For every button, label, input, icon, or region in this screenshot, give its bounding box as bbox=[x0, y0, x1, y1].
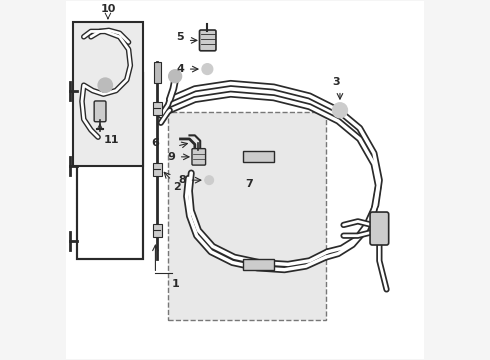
FancyBboxPatch shape bbox=[370, 212, 389, 245]
Text: 2: 2 bbox=[173, 182, 181, 192]
Bar bbox=[153, 102, 162, 115]
Text: 10: 10 bbox=[100, 4, 116, 14]
Bar bbox=[243, 152, 274, 162]
Bar bbox=[154, 62, 161, 84]
Text: 6: 6 bbox=[151, 138, 159, 148]
Bar bbox=[153, 224, 162, 237]
Bar bbox=[76, 73, 143, 259]
Circle shape bbox=[205, 176, 214, 184]
Bar bbox=[76, 73, 143, 259]
Text: 7: 7 bbox=[245, 179, 253, 189]
Text: 5: 5 bbox=[176, 32, 184, 42]
Bar bbox=[153, 163, 162, 176]
Text: 9: 9 bbox=[167, 152, 175, 162]
Bar bbox=[73, 22, 143, 166]
Bar bbox=[243, 259, 274, 270]
Text: 1: 1 bbox=[172, 279, 179, 289]
Circle shape bbox=[202, 64, 213, 75]
Text: 3: 3 bbox=[333, 77, 340, 87]
FancyBboxPatch shape bbox=[192, 149, 206, 165]
Text: 4: 4 bbox=[176, 64, 184, 74]
Text: 8: 8 bbox=[178, 175, 186, 185]
Circle shape bbox=[98, 78, 112, 93]
Bar bbox=[168, 112, 326, 320]
Text: 11: 11 bbox=[103, 135, 119, 145]
FancyBboxPatch shape bbox=[199, 30, 216, 51]
Circle shape bbox=[333, 103, 347, 117]
Circle shape bbox=[169, 70, 182, 83]
FancyBboxPatch shape bbox=[94, 101, 106, 122]
